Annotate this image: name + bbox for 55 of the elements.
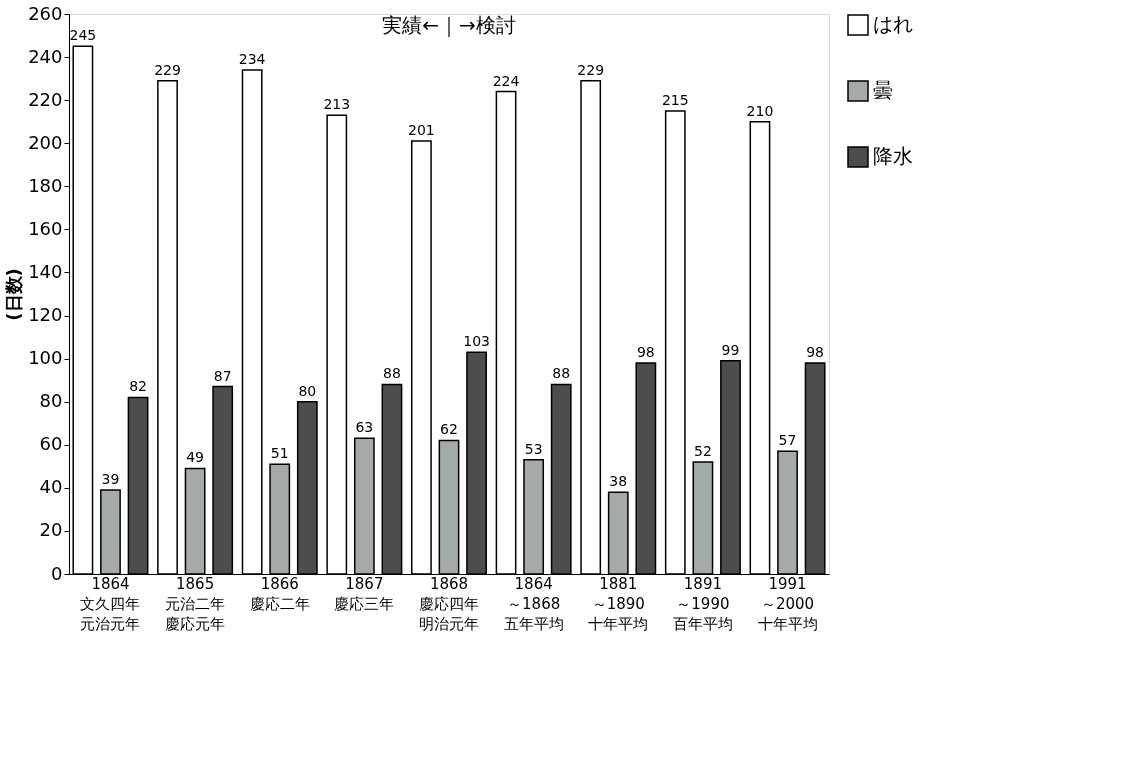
y-tick-label: 80 <box>39 390 63 412</box>
y-tick-label: 20 <box>39 519 63 541</box>
data-label: 201 <box>408 122 435 139</box>
data-label: 51 <box>270 445 289 462</box>
data-label: 88 <box>383 365 401 382</box>
data-label: 98 <box>806 343 825 360</box>
y-tick-label: 240 <box>28 45 63 67</box>
x-tick-label: 1991～2000 十年平均 <box>757 574 818 633</box>
data-label: 229 <box>154 61 181 78</box>
y-tick-label: 160 <box>28 217 63 239</box>
data-label: 38 <box>609 473 628 490</box>
data-label: 224 <box>492 72 520 89</box>
data-label: 88 <box>552 365 571 382</box>
data-label: 62 <box>440 421 458 438</box>
y-tick-label: 260 <box>28 2 63 24</box>
x-tick-label: 1864～1868 五年平均 <box>503 574 564 633</box>
data-label: 49 <box>186 449 205 466</box>
y-tick-label: 40 <box>39 476 63 498</box>
y-tick-label: 220 <box>28 88 63 110</box>
y-axis-title: (日数) <box>3 268 25 321</box>
x-tick-label: 1891～1990 百年平均 <box>672 574 733 633</box>
data-label: 57 <box>778 432 797 449</box>
data-label: 39 <box>101 471 120 487</box>
data-label: 103 <box>463 333 490 350</box>
x-tick-label: 1881～1890 十年平均 <box>588 574 649 633</box>
data-label: 63 <box>355 419 374 436</box>
x-tick-label: 1864 文久四年元治元年 <box>80 574 141 633</box>
y-tick-label: 180 <box>28 174 63 196</box>
y-tick-label: 100 <box>28 347 63 369</box>
data-label: 80 <box>298 382 317 399</box>
legend-label: 降水 <box>873 144 913 168</box>
data-label: 53 <box>524 440 543 457</box>
y-tick-label: 60 <box>39 433 63 455</box>
legend-label: はれ <box>873 12 913 36</box>
data-label: 245 <box>69 27 97 44</box>
data-label: 99 <box>721 341 740 358</box>
y-tick-label: 200 <box>28 131 63 153</box>
data-label: 234 <box>238 51 266 67</box>
data-label: 210 <box>746 102 774 119</box>
data-label: 82 <box>129 378 147 395</box>
data-label: 98 <box>636 343 655 360</box>
legend-label: 曇 <box>873 78 893 102</box>
data-label: 87 <box>213 367 232 384</box>
data-label: 229 <box>577 61 605 78</box>
annotation: 実績←｜→検討 <box>382 13 516 37</box>
data-label: 213 <box>323 96 351 113</box>
y-tick-label: 0 <box>51 562 63 584</box>
x-tick-label: 1866 慶応二年 <box>249 574 310 613</box>
y-tick-label: 120 <box>28 304 63 326</box>
x-tick-label: 1867 慶応三年 <box>334 574 395 613</box>
y-tick-label: 140 <box>28 260 63 282</box>
data-label: 52 <box>693 443 712 459</box>
x-tick-label: 1865 元治二年慶応元年 <box>165 574 226 633</box>
x-tick-label: 1868 慶応四年明治元年 <box>419 574 479 633</box>
data-label: 215 <box>661 91 689 108</box>
